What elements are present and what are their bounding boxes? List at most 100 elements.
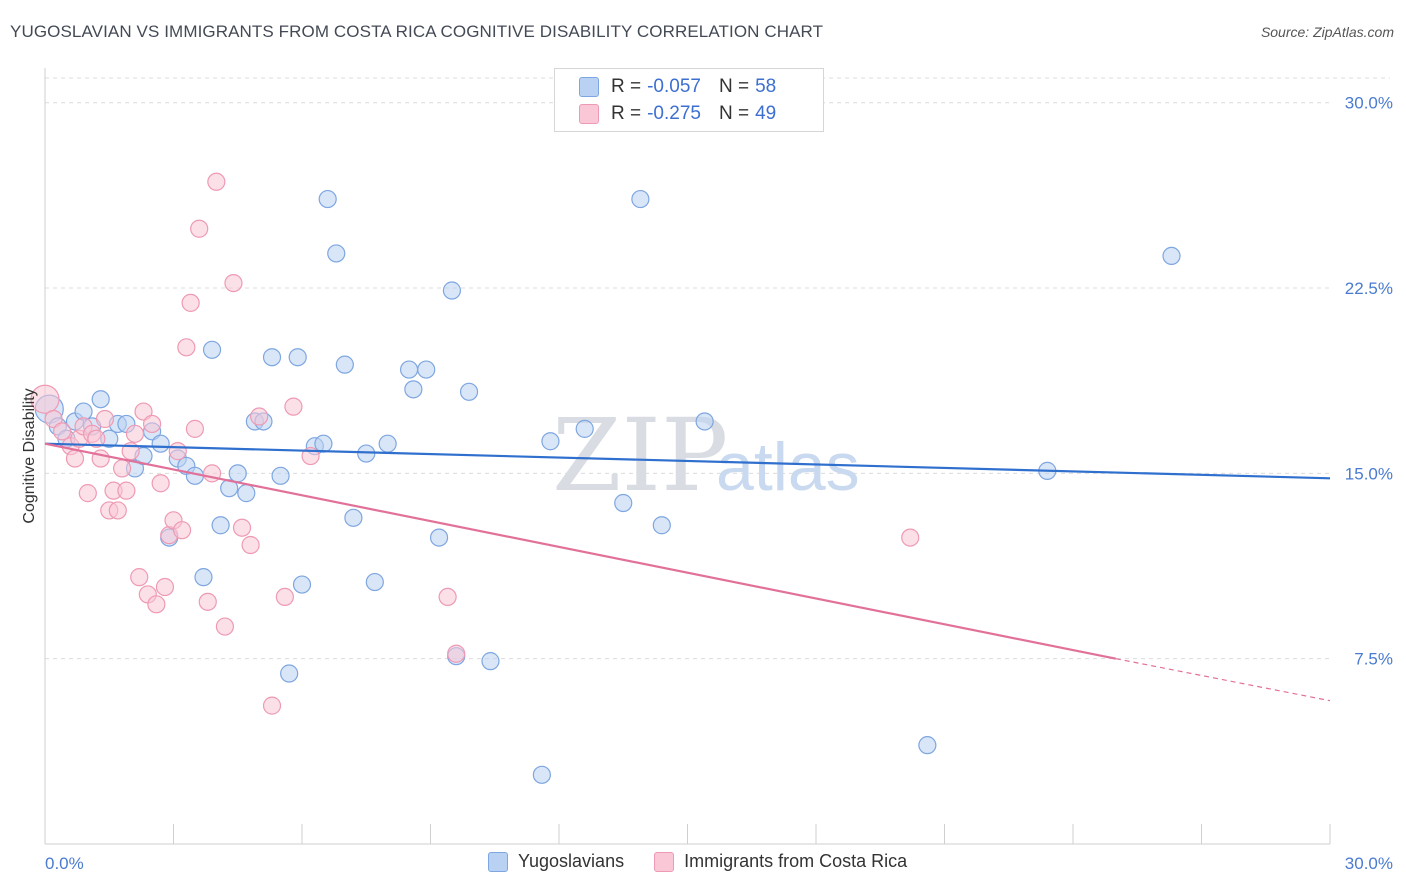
legend-r-label: R = bbox=[611, 103, 642, 124]
point-costa-rica bbox=[142, 414, 162, 434]
point-yugoslavians bbox=[335, 355, 354, 374]
point-costa-rica bbox=[147, 595, 166, 614]
axes bbox=[44, 68, 1331, 845]
point-yugoslavians bbox=[417, 360, 436, 379]
point-yugoslavians bbox=[237, 484, 256, 503]
point-costa-rica bbox=[172, 521, 192, 540]
point-costa-rica bbox=[177, 338, 196, 357]
chart-title: YUGOSLAVIAN VS IMMIGRANTS FROM COSTA RIC… bbox=[10, 22, 824, 41]
point-costa-rica bbox=[198, 592, 217, 611]
y-tick-label: 7.5% bbox=[1354, 650, 1393, 669]
point-costa-rica bbox=[275, 587, 294, 607]
series-legend: Yugoslavians Immigrants from Costa Rica bbox=[488, 851, 937, 872]
y-tick-label: 15.0% bbox=[1345, 464, 1393, 483]
tick-labels: 7.5% 15.0% 22.5% 30.0% 0.0% 30.0% bbox=[45, 94, 1393, 873]
point-yugoslavians bbox=[365, 572, 384, 592]
legend-r-label: R = bbox=[611, 76, 642, 97]
point-yugoslavians bbox=[575, 419, 594, 438]
x-tick-label: 30.0% bbox=[1345, 854, 1393, 873]
legend-swatch-costa-rica bbox=[654, 851, 675, 872]
legend-swatch-costa-rica bbox=[579, 104, 599, 124]
point-yugoslavians bbox=[541, 432, 560, 451]
y-tick-label: 30.0% bbox=[1345, 94, 1393, 113]
point-costa-rica bbox=[117, 481, 136, 500]
trend-line-yugoslavians bbox=[44, 442, 1331, 480]
point-costa-rica bbox=[130, 568, 149, 587]
point-yugoslavians bbox=[481, 652, 500, 671]
chart-source: Source: ZipAtlas.com bbox=[1260, 24, 1394, 40]
legend-n-label: N = bbox=[718, 76, 750, 97]
point-costa-rica bbox=[112, 459, 132, 478]
correlation-legend: R = -0.057 N = 58 R = -0.275 N = 49 bbox=[554, 68, 824, 132]
trend-line-costa-rica bbox=[44, 442, 1117, 660]
point-costa-rica bbox=[241, 535, 260, 555]
point-costa-rica bbox=[125, 424, 145, 443]
point-costa-rica bbox=[232, 518, 252, 537]
point-yugoslavians bbox=[211, 516, 230, 535]
point-yugoslavians bbox=[918, 736, 937, 755]
point-costa-rica bbox=[284, 397, 303, 416]
point-costa-rica bbox=[78, 484, 97, 503]
point-yugoslavians bbox=[318, 189, 337, 209]
y-tick-label: 22.5% bbox=[1345, 279, 1393, 298]
point-costa-rica bbox=[190, 219, 209, 238]
point-yugoslavians bbox=[292, 575, 312, 594]
legend-label-costa-rica: Immigrants from Costa Rica bbox=[684, 851, 908, 871]
point-yugoslavians bbox=[262, 348, 282, 367]
point-costa-rica bbox=[250, 407, 269, 426]
point-yugoslavians bbox=[532, 765, 551, 784]
trend-line-costa-rica-extension bbox=[1115, 658, 1331, 702]
point-costa-rica bbox=[95, 409, 115, 429]
point-yugoslavians bbox=[652, 516, 671, 535]
point-costa-rica bbox=[87, 429, 106, 448]
trend-lines bbox=[44, 442, 1331, 702]
legend-item-yugoslavians[interactable]: Yugoslavians bbox=[488, 851, 624, 872]
point-yugoslavians bbox=[378, 434, 397, 453]
point-yugoslavians bbox=[228, 464, 247, 483]
y-axis-label: Cognitive Disability bbox=[21, 388, 38, 523]
point-yugoslavians bbox=[280, 664, 299, 683]
legend-r-value: -0.057 bbox=[647, 76, 701, 97]
watermark-atlas: atlas bbox=[716, 429, 860, 505]
legend-row-costa-rica: R = -0.275 N = 49 bbox=[579, 102, 776, 126]
legend-r-value: -0.275 bbox=[647, 103, 701, 124]
point-costa-rica bbox=[901, 528, 920, 547]
point-costa-rica bbox=[215, 617, 234, 636]
point-costa-rica bbox=[168, 442, 187, 461]
point-yugoslavians bbox=[344, 508, 363, 527]
point-costa-rica bbox=[53, 422, 72, 441]
point-costa-rica bbox=[181, 293, 200, 312]
point-costa-rica bbox=[185, 419, 205, 438]
point-yugoslavians bbox=[614, 493, 633, 513]
legend-swatch-yugoslavians bbox=[488, 851, 508, 872]
point-costa-rica bbox=[155, 577, 175, 597]
point-costa-rica bbox=[262, 696, 282, 715]
point-costa-rica bbox=[108, 501, 127, 520]
point-yugoslavians bbox=[271, 466, 290, 485]
legend-n-value: 49 bbox=[755, 103, 777, 124]
point-yugoslavians bbox=[91, 390, 110, 409]
point-yugoslavians bbox=[1162, 246, 1181, 266]
data-points bbox=[30, 172, 1181, 784]
point-costa-rica bbox=[65, 449, 85, 468]
point-costa-rica bbox=[224, 273, 243, 293]
point-costa-rica bbox=[438, 587, 457, 607]
point-yugoslavians bbox=[695, 412, 714, 431]
legend-row-yugoslavians: R = -0.057 N = 58 bbox=[579, 75, 776, 99]
point-yugoslavians bbox=[399, 360, 419, 379]
point-costa-rica bbox=[30, 384, 60, 414]
point-yugoslavians bbox=[288, 348, 307, 367]
x-tick-label: 0.0% bbox=[45, 854, 84, 873]
point-yugoslavians bbox=[442, 281, 462, 300]
point-costa-rica bbox=[44, 409, 63, 429]
point-yugoslavians bbox=[429, 528, 449, 547]
point-yugoslavians bbox=[404, 380, 423, 399]
point-yugoslavians bbox=[327, 244, 346, 263]
point-yugoslavians bbox=[151, 434, 170, 453]
point-yugoslavians bbox=[459, 382, 479, 401]
legend-item-costa-rica[interactable]: Immigrants from Costa Rica bbox=[654, 851, 907, 872]
legend-n-label: N = bbox=[718, 103, 750, 124]
point-yugoslavians bbox=[631, 189, 650, 209]
legend-swatch-yugoslavians bbox=[579, 77, 599, 97]
